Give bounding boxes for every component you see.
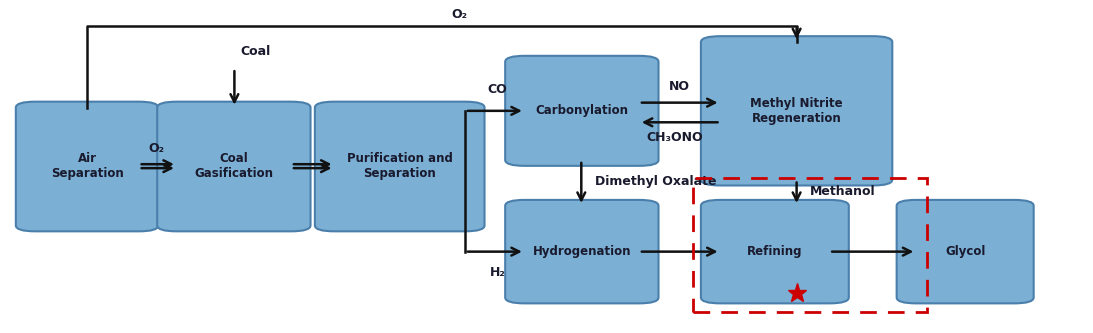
Text: Purification and
Separation: Purification and Separation bbox=[346, 153, 453, 180]
Text: CO: CO bbox=[487, 83, 507, 96]
Text: Refining: Refining bbox=[748, 245, 802, 258]
Text: Hydrogenation: Hydrogenation bbox=[532, 245, 631, 258]
Text: NO: NO bbox=[669, 80, 690, 93]
Text: Air
Separation: Air Separation bbox=[50, 153, 124, 180]
FancyBboxPatch shape bbox=[701, 36, 892, 185]
Text: CH₃ONO: CH₃ONO bbox=[646, 131, 703, 144]
Text: H₂: H₂ bbox=[490, 266, 505, 279]
FancyBboxPatch shape bbox=[15, 102, 158, 231]
FancyBboxPatch shape bbox=[505, 56, 658, 166]
Text: Dimethyl Oxalate: Dimethyl Oxalate bbox=[596, 175, 717, 188]
FancyBboxPatch shape bbox=[505, 200, 658, 303]
Text: Methyl Nitrite
Regeneration: Methyl Nitrite Regeneration bbox=[750, 97, 843, 125]
Text: Methanol: Methanol bbox=[810, 184, 875, 197]
Text: Carbonylation: Carbonylation bbox=[536, 104, 628, 117]
FancyBboxPatch shape bbox=[701, 200, 849, 303]
Text: O₂: O₂ bbox=[451, 8, 468, 21]
Text: Glycol: Glycol bbox=[945, 245, 986, 258]
Text: Coal
Gasification: Coal Gasification bbox=[195, 153, 273, 180]
Text: O₂: O₂ bbox=[149, 142, 164, 155]
FancyBboxPatch shape bbox=[315, 102, 484, 231]
FancyBboxPatch shape bbox=[896, 200, 1034, 303]
Text: Coal: Coal bbox=[240, 45, 270, 58]
FancyBboxPatch shape bbox=[157, 102, 310, 231]
